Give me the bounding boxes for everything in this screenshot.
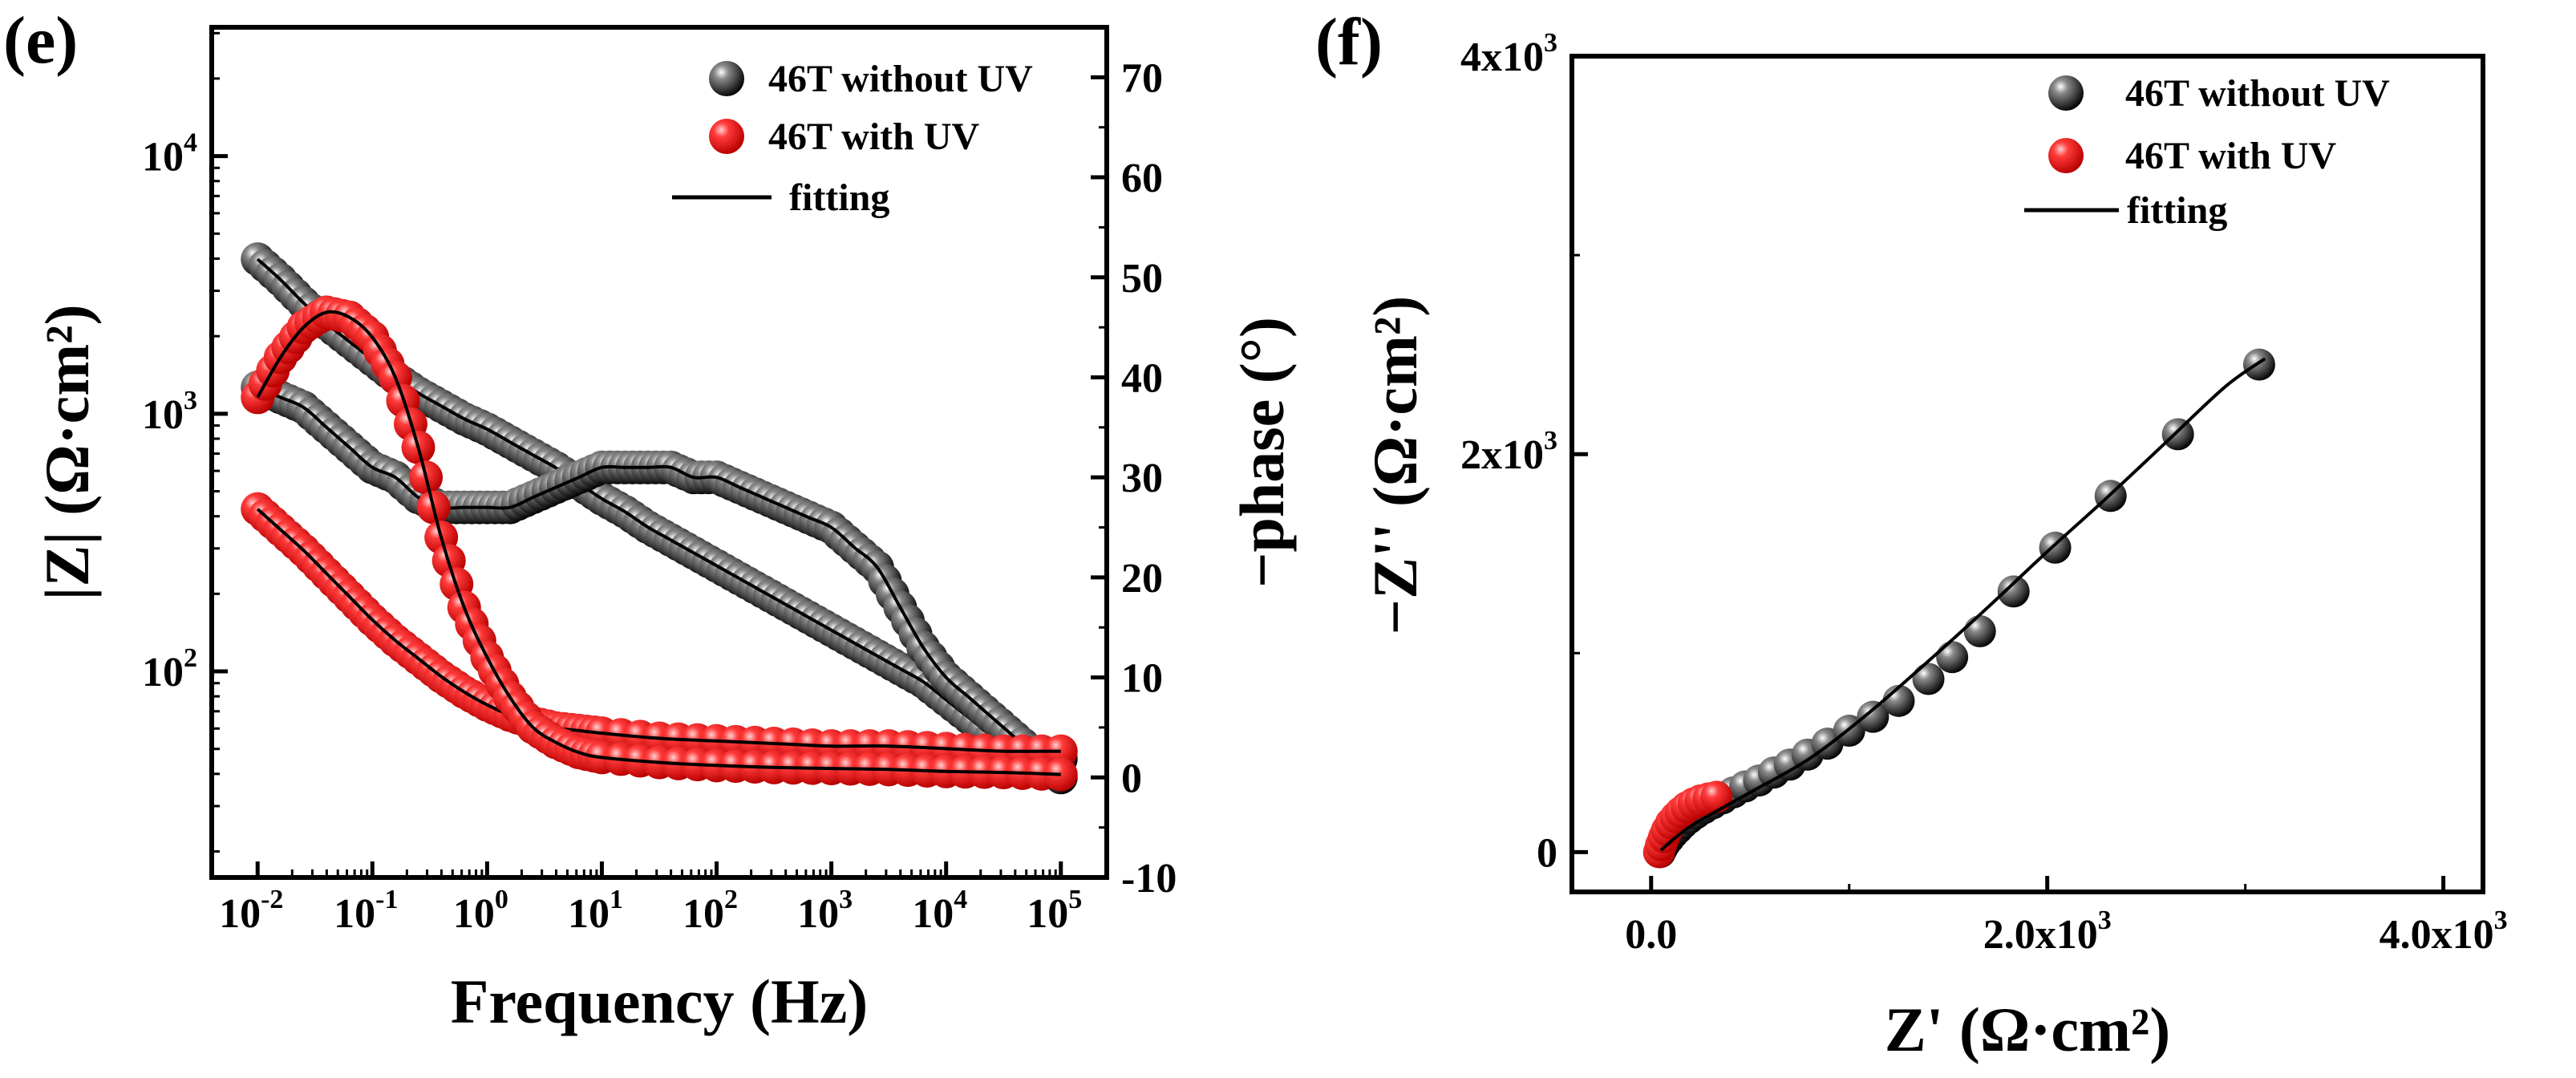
data-point-f bbox=[2242, 348, 2275, 381]
legend-e: 46T without UV 46T with UV fitting bbox=[672, 58, 1033, 219]
y2-tick-label-e: -10 bbox=[1121, 856, 1177, 902]
y-tick-label-e: 103 bbox=[142, 386, 197, 438]
impedance-bode-chart: 10-2 10-1 100 101 102 103 104 105 102 103 104 -10 0 1… bbox=[32, 25, 1297, 1036]
data-point-f bbox=[1997, 575, 2030, 608]
x-tick-label-f: 2.0x103 bbox=[1983, 906, 2112, 958]
x-axis-label-e: Frequency (Hz) bbox=[451, 967, 869, 1036]
fit-line-f bbox=[1659, 357, 2266, 852]
x-tick-label-f: 4.0x103 bbox=[2380, 906, 2508, 958]
legend-marker-with-uv-e bbox=[709, 119, 744, 154]
data-point-f bbox=[1912, 663, 1945, 695]
legend-marker-without-uv-f bbox=[2048, 75, 2084, 111]
data-point-f bbox=[1936, 641, 1969, 674]
y2-tick-label-e: 10 bbox=[1121, 656, 1163, 702]
fit-line-e bbox=[257, 386, 1063, 779]
legend-label-with-uv-f: 46T with UV bbox=[2125, 135, 2336, 177]
plot-frame-f bbox=[1569, 54, 2485, 894]
panel-label-f: (f) bbox=[1315, 5, 1383, 79]
legend-label-without-uv-f: 46T without UV bbox=[2125, 72, 2390, 115]
x-tick-label-e: 103 bbox=[797, 885, 853, 937]
y-tick-label-e: 102 bbox=[142, 643, 197, 695]
y2-tick-label-e: 60 bbox=[1121, 156, 1163, 201]
legend-label-without-uv-e: 46T without UV bbox=[768, 58, 1033, 100]
data-point-f bbox=[1963, 614, 1996, 647]
x-tick-label-e: 102 bbox=[682, 885, 738, 937]
y-tick-label-f: 2x103 bbox=[1460, 426, 1557, 478]
x-tick-label-e: 10-2 bbox=[219, 885, 283, 937]
data-point-f bbox=[2039, 531, 2072, 564]
legend-label-with-uv-e: 46T with UV bbox=[768, 116, 979, 158]
data-point-f bbox=[1857, 700, 1889, 733]
y2-tick-label-e: 40 bbox=[1121, 355, 1163, 401]
x-axis-label-f: Z' (Ω·cm²) bbox=[1885, 995, 2171, 1064]
legend-label-fitting-e: fitting bbox=[789, 176, 889, 219]
y-tick-label-e: 104 bbox=[142, 128, 197, 180]
y2-tick-label-e: 30 bbox=[1121, 456, 1163, 501]
y-axis-label-e: |Z| (Ω·cm²) bbox=[32, 304, 102, 600]
y-axis-label-f: −Z'' (Ω·cm²) bbox=[1360, 296, 1430, 635]
y2-tick-label-e: 50 bbox=[1121, 256, 1163, 302]
y2-tick-label-e: 0 bbox=[1121, 756, 1142, 801]
panel-label-e: (e) bbox=[3, 3, 78, 78]
legend-marker-with-uv-f bbox=[2048, 138, 2084, 173]
x-tick-label-e: 101 bbox=[568, 885, 623, 937]
y-tick-label-f: 4x103 bbox=[1460, 28, 1557, 80]
x-tick-label-e: 104 bbox=[912, 885, 967, 937]
y-tick-label-f: 0 bbox=[1537, 830, 1557, 876]
x-tick-label-e: 105 bbox=[1027, 885, 1082, 937]
legend-marker-without-uv-e bbox=[709, 61, 744, 96]
y2-tick-label-e: 70 bbox=[1121, 55, 1163, 101]
y2-tick-label-e: 20 bbox=[1121, 556, 1163, 602]
x-tick-label-e: 10-1 bbox=[334, 885, 398, 937]
fit-line-e bbox=[256, 310, 1061, 776]
legend-label-fitting-f: fitting bbox=[2127, 189, 2227, 232]
legend-f: 46T without UV 46T with UV fitting bbox=[2024, 72, 2390, 232]
data-point-f bbox=[2161, 418, 2194, 451]
y2-axis-label-e: −phase (°) bbox=[1227, 317, 1297, 588]
x-tick-label-e: 100 bbox=[453, 885, 508, 937]
data-point-f bbox=[1700, 780, 1733, 813]
x-tick-label-f: 0.0 bbox=[1625, 912, 1677, 958]
data-point-f bbox=[1882, 684, 1915, 717]
plot-frame-e bbox=[209, 25, 1109, 880]
